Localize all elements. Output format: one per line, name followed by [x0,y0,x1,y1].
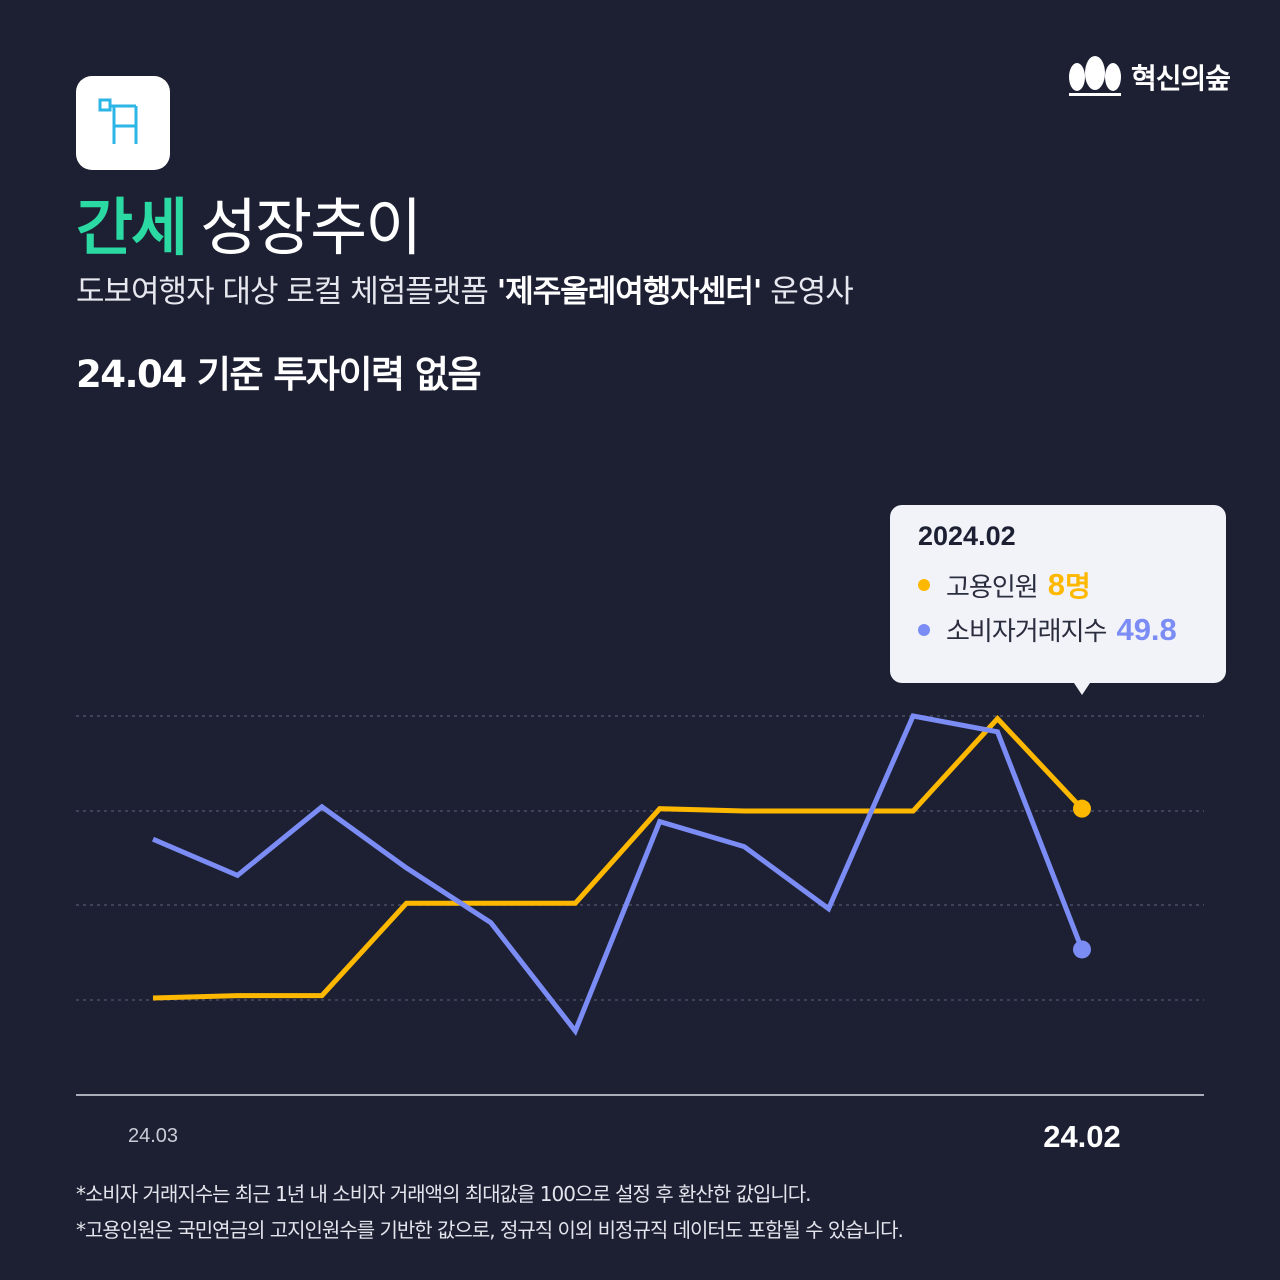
description-highlight: '제주올레여행자센터' [496,274,763,310]
company-description: 도보여행자 대상 로컬 체험플랫폼 '제주올레여행자센터' 운영사 [76,270,854,314]
employees-series-line [152,715,1084,1001]
employees-value: 8 [1047,567,1065,602]
tooltip-index-row: 소비자거래지수 49.8 [918,611,1177,648]
consumer-index-series-line [152,713,1085,1036]
bench-icon [98,98,138,144]
chart-tooltip: 2024.02 고용인원 8 명 소비자거래지수 49.8 [890,505,1226,695]
forest-icon [1068,56,1121,96]
description-prefix: 도보여행자 대상 로컬 체험플랫폼 [76,274,489,310]
title-suffix: 성장추이 [200,191,422,264]
footnote-consumer-index: *소비자 거래지수는 최근 1년 내 소비자 거래액의 최대값을 100으로 설… [76,1182,812,1206]
app-logo [76,76,170,170]
description-suffix: 운영사 [770,274,854,310]
employees-label: 고용인원 [946,572,1039,603]
consumer-index-last-point [1073,940,1091,959]
grid-lines [76,715,1204,1001]
tooltip-date: 2024.02 [918,521,1016,551]
page-title: 간세 성장추이 [76,186,422,270]
series-layer [152,713,1091,1036]
footnotes: *소비자 거래지수는 최근 1년 내 소비자 거래액의 최대값을 100으로 설… [76,1176,904,1248]
employees-last-point [1073,799,1091,818]
investment-note: 24.04 기준 투자이력 없음 [76,353,482,396]
index-label: 소비자거래지수 [946,617,1107,647]
x-tick-label-end: 24.02 [1043,1119,1121,1154]
company-name: 간세 [76,191,188,264]
employees-unit: 명 [1064,570,1091,603]
x-tick-label-start: 24.03 [128,1125,178,1147]
index-value: 49.8 [1116,611,1177,647]
employees-legend-dot [918,579,930,591]
brand-name: 혁신의숲 [1130,62,1231,95]
footnote-employees: *고용인원은 국민연금의 고지인원수를 기반한 값으로, 정규직 이외 비정규직… [76,1218,904,1242]
index-legend-dot [918,623,930,636]
tooltip-employees-row: 고용인원 8 명 [918,565,1091,605]
brand-logo: 혁신의숲 [1067,52,1231,102]
